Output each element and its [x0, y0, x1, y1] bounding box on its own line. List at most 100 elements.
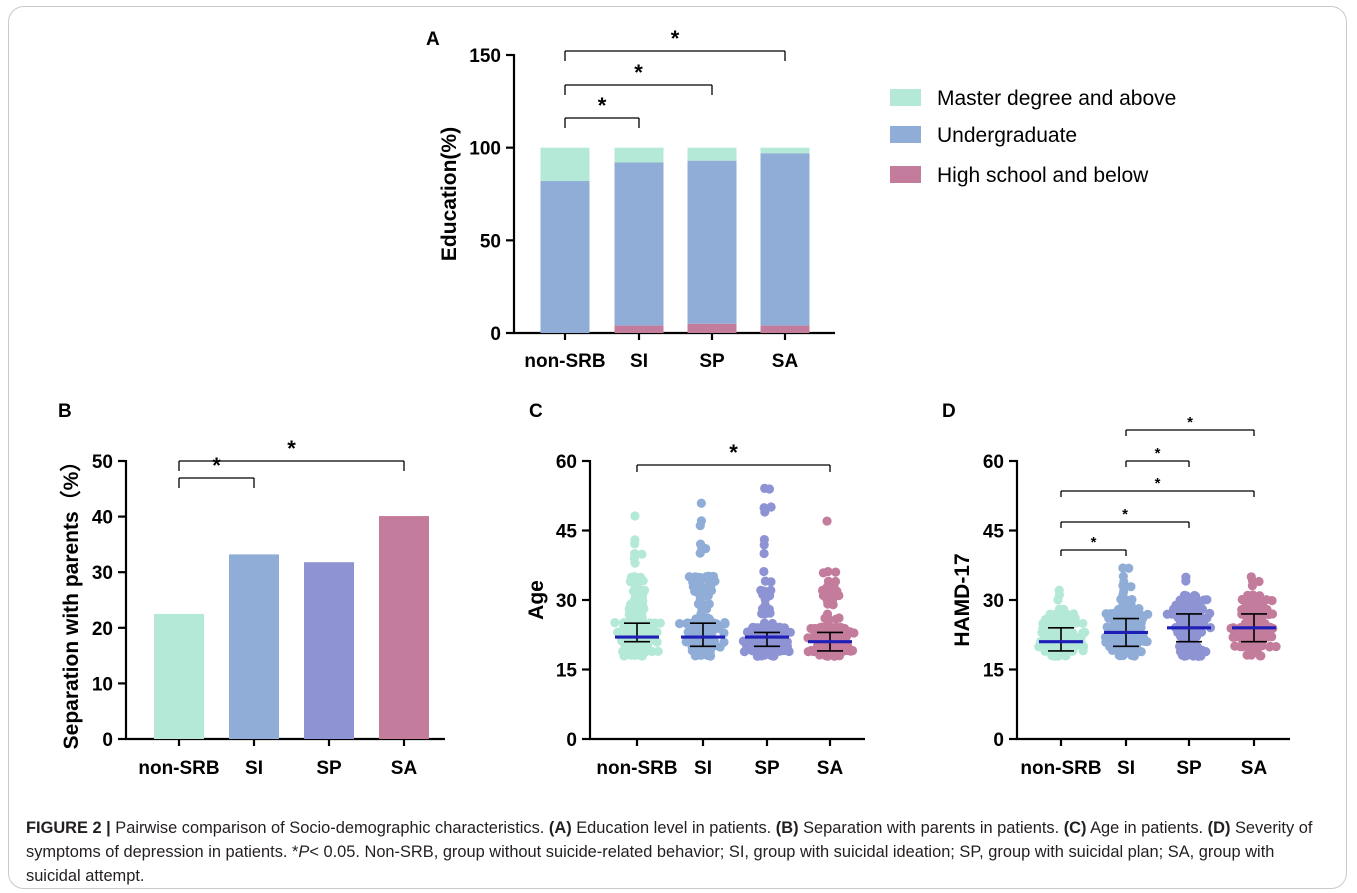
panel-c-data-point	[648, 623, 658, 633]
panel-c-data-point	[652, 637, 662, 647]
panel-a-bar-segment	[760, 153, 810, 326]
panel-d-category-label: SI	[1117, 758, 1135, 779]
panel-a-significance-star: *	[634, 60, 643, 85]
panel-b-y-tick-label: 50	[92, 452, 113, 473]
panel-d-data-point	[1118, 581, 1128, 591]
panel-b-y-tick-label: 20	[92, 619, 113, 640]
panel-c-data-point	[637, 609, 647, 619]
panel-d-data-point	[1071, 618, 1081, 628]
panel-d-y-tick-label: 30	[983, 591, 1004, 612]
panel-c-data-point	[619, 627, 629, 638]
panel-c-data-point	[822, 609, 833, 619]
panel-d-data-point	[1254, 576, 1264, 587]
panel-d-significance-star: *	[1187, 414, 1193, 431]
panel-c-data-point	[847, 645, 858, 656]
panel-c-data-point	[617, 636, 627, 646]
panel-d-data-point	[1129, 651, 1140, 661]
panel-c-y-tick-label: 0	[566, 730, 577, 751]
panel-d-significance-star: *	[1155, 475, 1161, 492]
caption-a-label: (A)	[548, 819, 572, 837]
panel-d-y-label: HAMD-17	[951, 553, 974, 646]
panel-a-y-tick-label: 150	[469, 46, 501, 67]
panel-d-data-point	[1202, 595, 1212, 605]
panel-d-data-point	[1054, 585, 1064, 595]
panel-c-data-point	[694, 623, 704, 633]
panel-c-data-point	[759, 540, 769, 550]
panel-c-data-point	[628, 586, 639, 596]
panel-b-y-tick-label: 10	[92, 674, 113, 695]
panel-c-y-tick-label: 60	[556, 452, 577, 473]
panel-c-data-point	[691, 614, 701, 624]
panel-a-bar-segment	[760, 147, 810, 154]
panel-d-data-point	[1138, 613, 1148, 623]
panel-a-significance-star: *	[671, 26, 680, 51]
panel-a-bar-segment	[614, 162, 664, 326]
panel-d-data-point	[1173, 627, 1183, 637]
panel-c-data-point	[704, 614, 714, 624]
panel-b-significance-star: *	[212, 453, 221, 478]
figure-caption: FIGURE 2 | Pairwise comparison of Socio-…	[26, 816, 1331, 888]
panel-b-category-label: SP	[316, 758, 342, 779]
panel-c-data-point	[773, 646, 783, 656]
panel-c-data-point	[818, 585, 828, 596]
panel-c-data-point	[752, 645, 762, 656]
panel-c-data-point	[752, 637, 763, 647]
panel-d-data-point	[1192, 618, 1202, 628]
panel-c-data-point	[655, 618, 665, 628]
panel-d-data-point	[1041, 627, 1051, 638]
panel-c-data-point	[823, 576, 834, 586]
panel-c-data-point	[695, 539, 706, 549]
panel-d-data-point	[1136, 622, 1146, 633]
panel-c-data-point	[641, 646, 651, 657]
panel-c-data-point	[831, 567, 841, 577]
panel-a-category-label: SA	[772, 351, 799, 372]
panel-d-significance-star: *	[1091, 534, 1097, 551]
panel-d-data-point	[1267, 595, 1277, 606]
panel-d-data-point	[1246, 645, 1256, 655]
panel-a-legend-label: Master degree and above	[937, 87, 1176, 110]
caption-b-text: Separation with parents in patients.	[798, 819, 1064, 837]
panel-c-data-point	[711, 619, 721, 629]
panel-c-data-point	[822, 516, 832, 526]
panel-c-data-point	[690, 651, 700, 661]
panel-a-bar-segment	[540, 181, 590, 333]
panel-d-data-point	[1102, 622, 1112, 632]
panel-d-data-point	[1177, 641, 1187, 651]
panel-c-data-point	[742, 627, 753, 637]
panel-d-data-point	[1246, 572, 1256, 582]
panel-d-data-point	[1267, 609, 1278, 619]
caption-d-text: Severity of symptoms of depression in pa…	[26, 819, 1313, 861]
panel-a-category-label: SP	[699, 351, 725, 372]
panel-d-data-point	[1114, 650, 1124, 660]
panel-c-significance-star: *	[729, 440, 738, 465]
panel-d-data-point	[1118, 571, 1128, 581]
caption-b-label: (B)	[775, 819, 799, 837]
panel-c-data-point	[760, 507, 770, 517]
panel-c-y-tick-label: 30	[556, 591, 577, 612]
panel-d-y-tick-label: 45	[983, 522, 1005, 543]
panel-d-data-point	[1034, 642, 1044, 652]
panel-a-category-label: non-SRB	[524, 351, 605, 372]
panel-b-category-label: SA	[391, 758, 418, 779]
panel-c-data-point	[701, 590, 711, 601]
panel-b-bar	[229, 554, 279, 739]
panel-a-category-label: SI	[630, 351, 648, 372]
panel-d-data-point	[1118, 600, 1128, 610]
panel-c-data-point	[626, 599, 636, 609]
panel-a-bar-segment	[687, 147, 737, 161]
panel-d-data-point	[1133, 637, 1143, 647]
panel-d-category-label: SA	[1241, 758, 1268, 779]
panel-b-y-tick-label: 0	[102, 730, 113, 751]
panel-b-bar	[379, 516, 429, 739]
panel-b-y-label: Separation with parents（%）	[59, 451, 83, 750]
panel-c-data-point	[710, 576, 720, 586]
panel-c-category-label: SP	[754, 758, 780, 779]
panel-a-y-label: Education(%)	[438, 127, 461, 261]
panel-b-bar	[304, 562, 354, 739]
panel-c-y-tick-label: 15	[556, 661, 578, 682]
panel-d-data-point	[1077, 641, 1087, 651]
panel-a-y-tick-label: 0	[490, 324, 501, 345]
panel-d-y-tick-label: 60	[983, 452, 1004, 473]
panel-a-y-tick-label: 100	[469, 139, 501, 160]
